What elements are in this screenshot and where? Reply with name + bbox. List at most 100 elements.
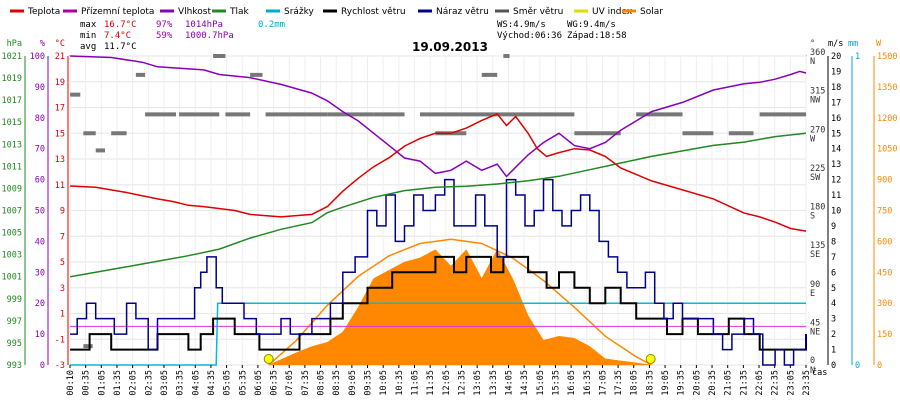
pct-tick-label: 20	[35, 299, 45, 309]
ms-tick-label: 6	[831, 268, 836, 278]
hpa-tick-label: 1015	[2, 118, 22, 128]
temp-tick-label: 11	[55, 181, 65, 191]
solar-clearsky-line	[268, 238, 652, 366]
x-tick-label: 22:05	[755, 370, 765, 396]
x-tick-label: 21:35	[739, 370, 749, 396]
deg-dir-label: N	[810, 366, 815, 376]
stats-min-hum: 59%	[156, 31, 173, 41]
x-tick-label: 15:05	[536, 370, 546, 396]
ms-tick-label: 11	[831, 191, 841, 201]
deg-dir-label: NE	[810, 327, 820, 337]
legend-label: Solar	[640, 7, 663, 17]
ms-tick-label: 12	[831, 176, 841, 186]
deg-dir-label: NW	[810, 96, 821, 106]
hpa-tick-label: 993	[7, 361, 22, 371]
solar-area	[268, 249, 652, 366]
ms-tick-label: 16	[831, 114, 841, 124]
wind-info: WS:4.9m/s WG:9.4m/s Východ:06:36 Západ:1…	[497, 20, 627, 41]
x-tick-label: 03:05	[160, 370, 170, 396]
x-tick-label: 06:05	[254, 370, 264, 396]
x-tick-label: 17:05	[598, 370, 608, 396]
plot-area	[69, 54, 807, 366]
stats-avg-label: avg	[80, 42, 96, 52]
ms-tick-label: 13	[831, 160, 841, 170]
deg-dir-label: N	[810, 57, 815, 67]
hpa-tick-label: 1019	[2, 74, 22, 84]
x-tick-label: 10:05	[379, 370, 389, 396]
x-tick-label: 04:05	[191, 370, 201, 396]
pct-tick-label: 60	[35, 176, 45, 186]
ms-tick-label: 2	[831, 330, 836, 340]
temp-axis-title: °C	[55, 39, 65, 49]
pct-tick-label: 10	[35, 330, 45, 340]
ms-tick-label: 15	[831, 129, 841, 139]
x-tick-label: 16:05	[567, 370, 577, 396]
x-tick-label: 06:35	[270, 370, 280, 396]
temp-tick-label: 17	[55, 104, 65, 114]
deg-dir-label: E	[810, 289, 815, 299]
sunset-marker	[645, 354, 656, 364]
stats-min-temp: 7.4°C	[104, 31, 131, 41]
deg-tick-label: 90	[810, 280, 820, 290]
x-tick-label: 19:05	[661, 370, 671, 396]
x-tick-label: 14:05	[504, 370, 514, 396]
chart-title: 19.09.2013	[412, 40, 488, 54]
x-tick-label: 17:35	[614, 370, 624, 396]
stats-max-temp: 16.7°C	[104, 20, 137, 30]
x-tick-label: 00:35	[82, 370, 92, 396]
x-tick-label: 15:35	[551, 370, 561, 396]
pct-tick-label: 50	[35, 207, 45, 217]
deg-tick-label: 360	[810, 48, 825, 58]
x-tick-label: 21:05	[724, 370, 734, 396]
hpa-tick-label: 1021	[2, 52, 22, 62]
x-tick-label: 13:35	[489, 370, 499, 396]
w-tick-label: 150	[877, 330, 892, 340]
ms-tick-label: 0	[831, 361, 836, 371]
x-tick-label: 12:05	[442, 370, 452, 396]
axes: 9939959979991001100310051007100910111013…	[2, 39, 898, 396]
w-axis-title: W	[876, 39, 882, 49]
stats-max-press: 1014hPa	[185, 20, 223, 30]
humidity-line	[70, 55, 807, 178]
deg-axis-title: °	[810, 39, 815, 49]
temp-tick-label: 5	[60, 258, 65, 268]
deg-dir-label: S	[810, 212, 815, 222]
w-tick-label: 450	[877, 268, 892, 278]
x-tick-label: 09:35	[364, 370, 374, 396]
wind-ws: WS:4.9m/s	[497, 20, 546, 30]
hpa-tick-label: 995	[7, 339, 22, 349]
x-tick-label: 18:05	[630, 370, 640, 396]
x-tick-label: 08:05	[317, 370, 327, 396]
ms-tick-label: 9	[831, 222, 836, 232]
temp-tick-label: 19	[55, 78, 65, 88]
w-tick-label: 1050	[877, 145, 897, 155]
hpa-tick-label: 1005	[2, 229, 22, 239]
deg-dir-label: SW	[810, 173, 821, 183]
sunset-text: Západ:18:58	[567, 31, 627, 41]
ms-tick-label: 3	[831, 315, 836, 325]
deg-tick-label: 270	[810, 125, 825, 135]
x-tick-label: 07:35	[301, 370, 311, 396]
legend-label: Teplota	[27, 7, 60, 17]
x-tick-label: 00:10	[66, 370, 76, 396]
mm-axis-title: mm	[848, 39, 858, 49]
hpa-tick-label: 1017	[2, 96, 22, 106]
wind-wg: WG:9.4m/s	[567, 20, 616, 30]
pct-tick-label: 80	[35, 114, 45, 124]
temp-tick-label: 3	[60, 284, 65, 294]
ms-tick-label: 20	[831, 52, 841, 62]
hpa-tick-label: 997	[7, 317, 22, 327]
x-tick-label: 20:35	[708, 370, 718, 396]
w-tick-label: 750	[877, 207, 892, 217]
deg-tick-label: 225	[810, 164, 825, 174]
legend-label: Směr větru	[513, 7, 563, 17]
x-tick-label: 02:05	[129, 370, 139, 396]
x-tick-label: 01:05	[97, 370, 107, 396]
x-tick-label: 12:35	[457, 370, 467, 396]
w-tick-label: 600	[877, 237, 892, 247]
x-tick-label: 23:05	[786, 370, 796, 396]
ms-tick-label: 19	[831, 67, 841, 77]
pct-tick-label: 0	[40, 361, 45, 371]
x-tick-label: 07:05	[285, 370, 295, 396]
